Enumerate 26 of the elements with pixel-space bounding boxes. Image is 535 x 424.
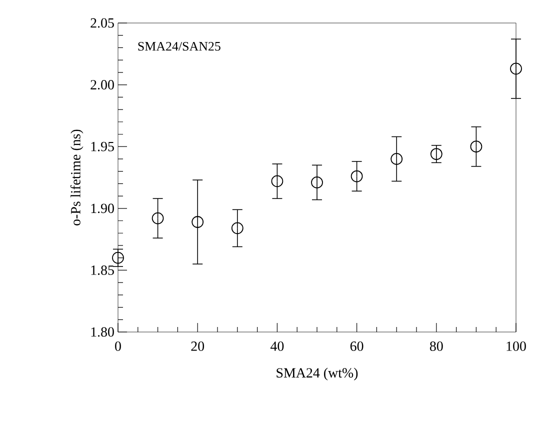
y-tick-label: 1.90 xyxy=(91,204,114,214)
point xyxy=(510,62,522,75)
y-tick-label: 1.85 xyxy=(91,265,114,275)
y-tick-label: 1.80 xyxy=(91,327,114,337)
point xyxy=(430,148,442,160)
point xyxy=(350,170,363,182)
point xyxy=(112,252,124,264)
x-tick-label: 80 xyxy=(430,342,443,351)
y-tick-label: 2.05 xyxy=(90,18,114,28)
x-tick-label: 40 xyxy=(270,342,284,351)
point xyxy=(192,216,204,228)
x-tick-label: 100 xyxy=(506,342,526,351)
point xyxy=(390,153,403,165)
x-axis-title: SMA24 (wt%) xyxy=(276,368,358,380)
point xyxy=(470,140,482,153)
y-axis-title: o-Ps lifetime (ns) xyxy=(70,130,84,226)
y-tick-label: 2.00 xyxy=(90,80,114,90)
x-tick-label: 60 xyxy=(350,342,364,351)
point xyxy=(152,212,164,224)
x-tick-label: 0 xyxy=(115,342,121,351)
point xyxy=(231,222,244,234)
annotation: SMA24/SAN25 xyxy=(138,42,220,51)
x-tick-label: 20 xyxy=(191,342,204,351)
point xyxy=(311,176,323,188)
point xyxy=(271,175,284,188)
y-tick-label: 1.95 xyxy=(91,142,114,152)
